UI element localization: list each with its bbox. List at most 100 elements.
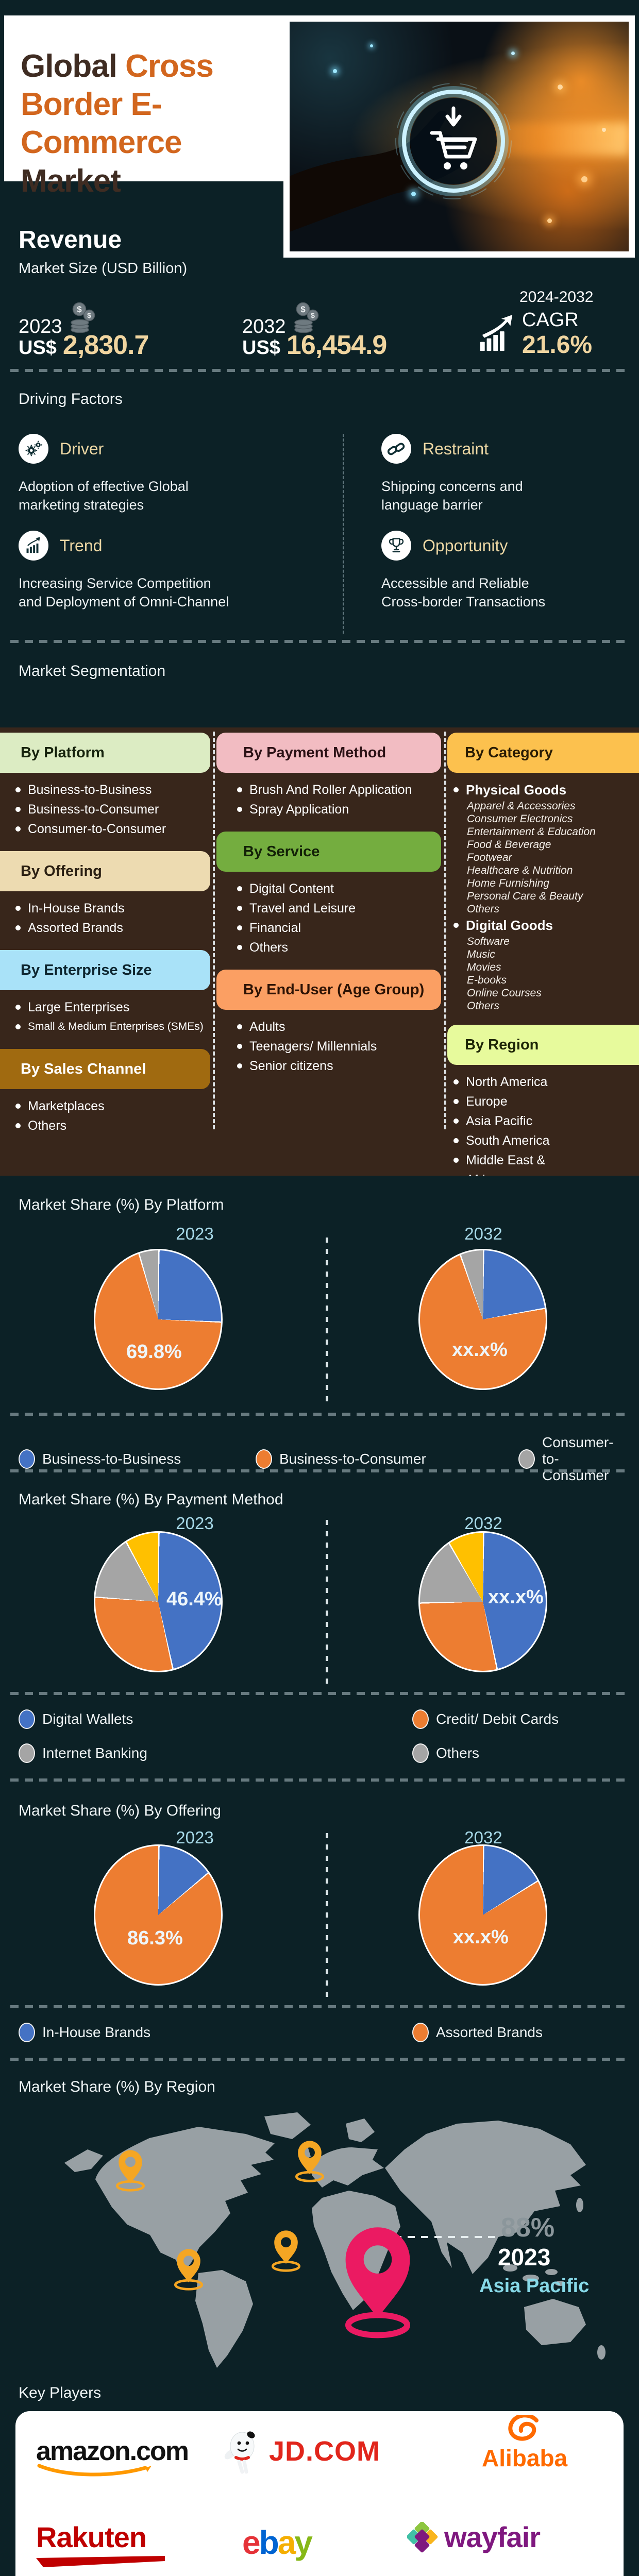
segment-item: Assorted Brands <box>15 918 210 938</box>
title-segment: Global <box>21 48 126 84</box>
pie-chart-offering-2023: 86.3% <box>94 1844 223 1986</box>
segment-header: By Enterprise Size <box>0 950 210 990</box>
year-label: 2023 <box>19 316 62 337</box>
map-pin-south-america <box>174 2249 204 2291</box>
legend-payment: Digital Wallets Credit/ Debit Cards Intern… <box>19 1709 621 1763</box>
segment-sub-item: Music <box>467 948 495 960</box>
region-share-year: 2023 <box>498 2244 551 2270</box>
legend-platform: Business-to-Business Business-to-Consumer… <box>19 1434 621 1484</box>
jd-wordmark: JD.COM <box>269 2436 381 2467</box>
value-2032: 16,454.9 <box>286 330 387 360</box>
legend-label: Digital Wallets <box>42 1711 133 1727</box>
map-pin-asia-pacific <box>345 2227 411 2338</box>
share-title: Market Share (%) By Payment Method <box>19 1491 283 1508</box>
factor-opportunity: Opportunity Accessible and Reliable Cros… <box>381 531 639 611</box>
currency-label: US$ <box>19 337 57 359</box>
segment-header: By Region <box>447 1025 639 1065</box>
segment-item-label: Assorted Brands <box>28 921 123 935</box>
segment-item: Teenagers/ Millennials <box>237 1037 441 1056</box>
ebay-wordmark: ebay <box>242 2523 313 2562</box>
segmentation-column-0: By Platform Business-to-Business Business-… <box>0 733 210 1148</box>
rakuten-logo: Rakuten <box>36 2520 165 2567</box>
legend-label: Internet Banking <box>42 1745 147 1761</box>
cart-hologram-icon <box>395 83 512 199</box>
segment-item: Business-to-Consumer <box>15 800 210 819</box>
segment-sub-item: Software <box>467 936 510 947</box>
divider <box>10 2005 629 2008</box>
key-players-title: Key Players <box>19 2384 102 2401</box>
segment-item-label: Spray Application <box>249 802 349 817</box>
segment-item-label: Europe <box>466 1094 508 1109</box>
year-right: 2032 <box>464 1828 502 1847</box>
segmentation-column-1: By Payment Method Brush And Roller Applic… <box>216 733 441 1088</box>
legend-color-icon <box>412 2023 429 2042</box>
revenue-title: Revenue <box>19 226 122 253</box>
segment-sub-item: Entertainment & Education <box>467 826 596 838</box>
ebay-logo: ebay <box>242 2523 313 2562</box>
hero-photo <box>290 22 629 251</box>
cagr-period: 2024-2032 <box>519 289 594 306</box>
trophy-icon <box>381 531 411 561</box>
alibaba-mark-icon <box>508 2415 539 2441</box>
legend-color-icon <box>19 1709 35 1729</box>
cagr-value: 21.6% <box>522 331 593 359</box>
region-share-title: Market Share (%) By Region <box>19 2078 215 2095</box>
legend-offering: In-House Brands Assorted Brands <box>19 2023 621 2042</box>
segment-item: Digital Content <box>237 879 441 899</box>
pies-divider <box>326 1833 328 1997</box>
legend-item: Others <box>412 1743 621 1763</box>
bullet-icon <box>453 1158 459 1163</box>
jd-logo: JD.COM <box>222 2428 380 2475</box>
alibaba-wordmark: Alibaba <box>482 2445 568 2471</box>
segment-item-label: Marketplaces <box>28 1099 105 1113</box>
page-title: Global Cross Border E-Commerce Market <box>21 47 289 201</box>
pies-divider <box>326 1238 328 1401</box>
bullet-icon <box>237 906 242 911</box>
value-2023: 2,830.7 <box>62 330 149 360</box>
segment-item: In-House Brands <box>15 899 210 918</box>
segment-header: By Offering <box>0 851 210 891</box>
world-map <box>64 2112 606 2368</box>
region-share-value: 88% <box>501 2213 555 2243</box>
legend-label: Others <box>436 1745 480 1761</box>
segment-item-label: Business-to-Consumer <box>28 802 159 817</box>
legend-color-icon <box>256 1449 272 1469</box>
segment-sub-item: Apparel & Accessories <box>467 800 576 812</box>
segment-sub-item: Online Courses <box>467 987 542 999</box>
amazon-wordmark: amazon.com <box>36 2436 189 2466</box>
bullet-icon <box>15 1123 21 1128</box>
segment-item: Middle East & <box>453 1150 639 1170</box>
segment-item-label: North America <box>466 1075 548 1089</box>
legend-color-icon <box>19 2023 35 2042</box>
legend-item: Business-to-Consumer <box>256 1434 518 1484</box>
factor-label: Driver <box>60 439 104 458</box>
bullet-icon <box>453 787 459 792</box>
segmentation-divider <box>213 732 215 1129</box>
legend-item: Consumer-to-Consumer <box>518 1434 621 1484</box>
revenue-value-2032: US$ 16,454.9 <box>242 330 387 361</box>
legend-item: Credit/ Debit Cards <box>412 1709 621 1729</box>
segment-item: South America <box>453 1131 639 1150</box>
factor-label: Trend <box>60 536 103 555</box>
segment-item-list: North America Europe Asia Pacific South Ame… <box>447 1072 639 1176</box>
segment-item-label: Large Enterprises <box>28 1000 130 1014</box>
divider <box>10 1413 629 1416</box>
segment-item-label: Africa <box>466 1170 499 1176</box>
divider <box>10 1692 629 1695</box>
legend-color-icon <box>19 1743 35 1763</box>
segment-item: North America <box>453 1072 639 1092</box>
legend-item: Business-to-Business <box>19 1434 256 1484</box>
bullet-icon <box>15 1005 21 1010</box>
svg-text:$: $ <box>300 304 306 314</box>
pie-chart-platform-2023: 69.8% <box>94 1249 223 1390</box>
bullet-icon <box>453 1099 459 1104</box>
divider <box>10 1778 629 1782</box>
map-pin-north-america <box>115 2150 145 2192</box>
bullet-icon <box>15 906 21 911</box>
amazon-smile-icon <box>37 2464 152 2477</box>
segment-item-list: Brush And Roller Application Spray Applic… <box>216 780 441 819</box>
bullet-icon <box>15 826 21 832</box>
segment-item-label: Digital Goods <box>466 918 553 933</box>
legend-color-icon <box>412 1709 429 1729</box>
segment-item: Africa <box>453 1170 639 1176</box>
